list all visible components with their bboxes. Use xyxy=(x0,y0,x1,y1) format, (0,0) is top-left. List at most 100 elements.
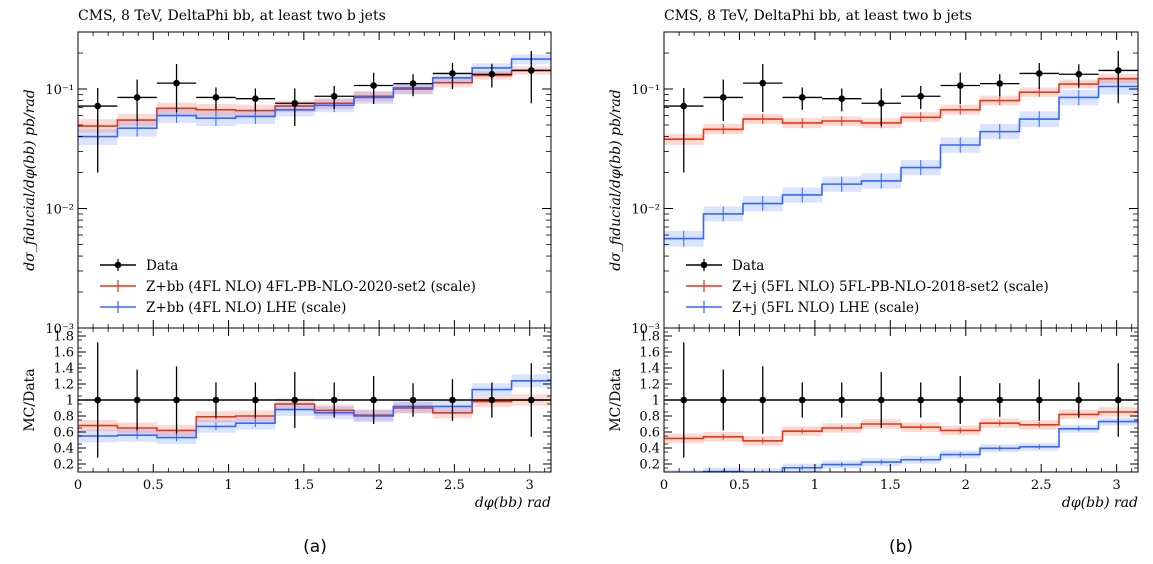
x-tick-label: 3 xyxy=(526,478,534,493)
ratio-data-point-9 xyxy=(1035,396,1043,404)
data-point-5 xyxy=(291,99,299,107)
ratio-tick-label: 0.6 xyxy=(639,426,660,441)
ratio-data-point-10 xyxy=(1075,396,1083,404)
x-tick-label: 0.5 xyxy=(729,478,750,493)
ratio-tick-label: 1.2 xyxy=(639,378,660,393)
ratio-line-blue xyxy=(78,380,551,439)
data-point-8 xyxy=(409,80,417,87)
y-tick-label: 10⁻³ xyxy=(45,322,74,337)
x-tick-label: 0 xyxy=(74,478,82,493)
legend-label-2: Z+j (5FL NLO) LHE (scale) xyxy=(732,300,919,316)
ratio-data-point-6 xyxy=(917,396,925,404)
legend-marker-0 xyxy=(700,261,708,269)
ratio-plot-area xyxy=(664,342,1138,472)
ratio-tick-label: 1.4 xyxy=(53,362,74,377)
x-tick-label: 2.5 xyxy=(444,478,465,493)
chart-title: CMS, 8 TeV, DeltaPhi bb, at least two b … xyxy=(78,8,386,24)
ratio-data-point-0 xyxy=(94,396,102,404)
series-line-red xyxy=(664,77,1138,141)
data-point-11 xyxy=(527,67,535,74)
x-tick-label: 1.5 xyxy=(293,478,314,493)
y-tick-label: 10⁻¹ xyxy=(45,83,74,98)
panel-caption: (b) xyxy=(889,537,913,557)
data-point-8 xyxy=(996,80,1004,87)
ratio-axis-label: MC/Data xyxy=(22,368,38,431)
x-tick-label: 2.5 xyxy=(1031,478,1052,493)
legend-label-1: Z+bb (4FL NLO) 4FL-PB-NLO-2020-set2 (sca… xyxy=(146,279,476,295)
legend-label-1: Z+j (5FL NLO) 5FL-PB-NLO-2018-set2 (scal… xyxy=(732,279,1049,295)
data-point-10 xyxy=(1075,70,1083,78)
legend-marker-0 xyxy=(114,261,122,269)
y-axis-label: dσ_fiducial/dφ(bb) pb/rad xyxy=(22,89,38,270)
data-point-0 xyxy=(680,102,688,110)
ratio-tick-label: 1.2 xyxy=(53,378,74,393)
data-point-6 xyxy=(330,92,338,100)
ratio-data-point-4 xyxy=(252,396,259,404)
x-axis-label: dφ(bb) rad xyxy=(475,495,551,511)
data-point-1 xyxy=(133,94,141,101)
data-point-4 xyxy=(252,95,259,102)
ratio-tick-label: 1.8 xyxy=(639,330,660,345)
ratio-tick-label: 1 xyxy=(66,394,74,409)
data-point-6 xyxy=(917,92,925,100)
data-point-10 xyxy=(488,70,496,78)
ratio-tick-label: 0.6 xyxy=(53,426,74,441)
ratio-tick-label: 1.6 xyxy=(639,346,660,361)
ratio-data-point-1 xyxy=(133,396,141,404)
x-tick-label: 1 xyxy=(224,478,232,493)
ratio-tick-label: 0.4 xyxy=(639,442,660,457)
ratio-data-point-2 xyxy=(173,396,180,404)
ratio-tick-label: 0.4 xyxy=(53,442,74,457)
ratio-plot-area xyxy=(78,342,551,458)
ratio-tick-label: 0.8 xyxy=(639,410,660,425)
ratio-data-point-1 xyxy=(719,396,727,404)
ratio-data-point-8 xyxy=(409,396,417,404)
ratio-data-point-7 xyxy=(956,396,964,404)
data-point-7 xyxy=(370,82,377,89)
ratio-data-point-9 xyxy=(449,396,456,404)
ratio-tick-label: 1.6 xyxy=(53,346,74,361)
series-line-blue xyxy=(78,58,551,138)
data-point-9 xyxy=(449,70,456,77)
data-point-11 xyxy=(1114,67,1122,74)
ratio-data-point-5 xyxy=(291,396,299,404)
x-tick-label: 1.5 xyxy=(880,478,901,493)
panel-caption: (a) xyxy=(303,537,327,557)
panel-b: CMS, 8 TeV, DeltaPhi bb, at least two b … xyxy=(608,8,1139,557)
ratio-data-point-11 xyxy=(1114,396,1122,404)
ratio-data-point-8 xyxy=(996,396,1004,404)
ratio-tick-label: 0.8 xyxy=(53,410,74,425)
data-point-2 xyxy=(173,79,180,87)
ratio-line-red xyxy=(664,411,1138,442)
ratio-line-blue xyxy=(702,420,1138,472)
data-point-0 xyxy=(94,102,102,110)
y-axis-label: dσ_fiducial/dφ(bb) pb/rad xyxy=(608,89,624,270)
main-plot-area xyxy=(78,51,551,173)
legend-label-2: Z+bb (4FL NLO) LHE (scale) xyxy=(146,300,346,316)
ratio-band-blue-bin-0 xyxy=(664,469,704,472)
x-tick-label: 3 xyxy=(1112,478,1120,493)
ratio-tick-label: 1.4 xyxy=(639,362,660,377)
ratio-tick-label: 0.2 xyxy=(53,458,74,473)
x-axis-label: dφ(bb) rad xyxy=(1062,495,1138,511)
x-tick-label: 2 xyxy=(962,478,970,493)
legend-label-0: Data xyxy=(146,258,178,274)
data-point-9 xyxy=(1035,70,1043,77)
ratio-data-point-3 xyxy=(798,396,806,404)
panel-a: CMS, 8 TeV, DeltaPhi bb, at least two b … xyxy=(22,8,552,557)
main-plot-area xyxy=(664,51,1138,247)
data-point-4 xyxy=(838,95,846,102)
y-tick-label: 10⁻¹ xyxy=(631,83,660,98)
x-tick-label: 0.5 xyxy=(143,478,164,493)
legend-label-0: Data xyxy=(732,258,764,274)
ratio-axis-label: MC/Data xyxy=(608,368,624,431)
ratio-data-point-7 xyxy=(370,396,377,404)
ratio-data-point-3 xyxy=(212,396,220,404)
data-point-3 xyxy=(212,94,220,101)
y-tick-label: 10⁻² xyxy=(45,203,74,218)
x-tick-label: 0 xyxy=(660,478,668,493)
ratio-tick-label: 1.8 xyxy=(53,330,74,345)
series-line-blue xyxy=(664,85,1138,240)
chart-title: CMS, 8 TeV, DeltaPhi bb, at least two b … xyxy=(664,8,972,24)
